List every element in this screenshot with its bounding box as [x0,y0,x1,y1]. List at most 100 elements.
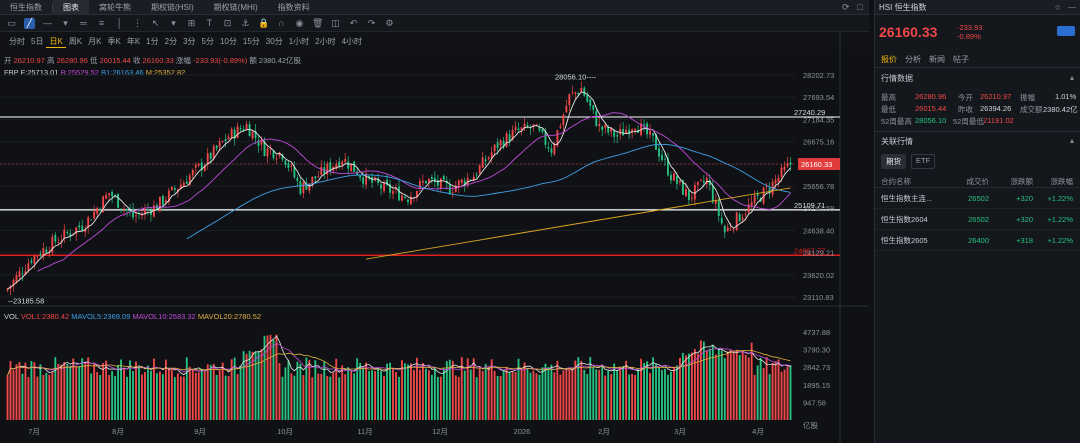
period-item[interactable]: 5分 [201,37,214,46]
star-icon[interactable]: ☆ [1053,2,1061,12]
text-icon[interactable]: T [206,17,213,28]
bands-label[interactable]: FBP [4,68,19,77]
period-item[interactable]: 30分 [265,37,283,46]
period-item[interactable]: 2小时 [315,37,336,46]
tab-options-hsi[interactable]: 期权链(HSI) [151,2,194,12]
tab-quote[interactable]: 报价 [881,54,897,64]
refresh-icon[interactable]: ⟳ [842,2,850,12]
tab-hsi[interactable]: 恒生指数 [10,2,42,12]
futures-table: 合约名称 成交价 涨跌额 涨跌幅 恒生指数主连... 26502 +320 +1… [875,176,1080,251]
tab-news[interactable]: 新闻 [929,54,945,64]
tab-chart[interactable]: 图表 [53,0,89,15]
table-row[interactable]: 恒生指数主连... 26502 +320 +1.22% [875,188,1080,209]
volume-bar [395,371,397,420]
period-item[interactable]: 2分 [164,37,178,46]
period-item[interactable]: 10分 [219,37,237,46]
magnet-icon[interactable]: ∩ [278,17,285,28]
candle-body [768,187,771,193]
candle-body [607,126,610,133]
window-controls: ⟳ □ [842,2,863,13]
col-chg: 涨跌额 [1010,177,1034,186]
candle-body [111,191,114,197]
fibonacci-icon[interactable]: ⋮ [133,17,142,28]
volume-bar [242,351,245,420]
undo-icon[interactable]: ↶ [349,17,358,28]
volume-bar [547,367,550,420]
candle-body [427,178,430,183]
settings-icon[interactable]: ⚙ [385,17,394,28]
tab-analysis[interactable]: 分析 [905,54,921,64]
collapse-icon[interactable]: ▴ [1069,73,1074,82]
layout-icon[interactable]: ▭ [7,17,16,28]
period-item-daily[interactable]: 日K [46,36,66,48]
volume-tick: 2842.73 [803,363,830,372]
table-row[interactable]: 恒生指数2604 26502 +320 +1.22% [875,209,1080,230]
draw-line-icon[interactable]: ╱ [24,17,35,29]
candle-body [493,144,496,152]
period-item[interactable]: 5日 [31,37,44,46]
volume-bar [105,360,108,420]
tab-warrants[interactable]: 窝轮牛熊 [99,2,131,12]
dropdown-icon[interactable]: ▾ [63,17,68,28]
tab-posts[interactable]: 帖子 [953,54,969,64]
candle-body [147,209,149,211]
dropdown-icon-2[interactable]: ▾ [171,17,176,28]
volume-bar [789,365,792,420]
period-item[interactable]: 分时 [9,37,25,46]
clear-icon[interactable]: ◫ [331,17,340,28]
volume-bar [75,366,78,420]
volume-bar [568,368,571,420]
chg-label: 涨幅 [175,56,191,65]
volume-bar [708,348,711,420]
minimize-icon[interactable]: — [1068,2,1076,12]
tab-options-mhi[interactable]: 期权链(MHI) [213,2,258,12]
volume-bar [236,374,239,420]
candle-body [320,166,323,175]
volume-bar [287,360,290,420]
table-row[interactable]: 恒生指数2605 26400 +318 +1.22% [875,230,1080,251]
tab-etf[interactable]: ETF [911,154,936,169]
redo-icon[interactable]: ↷ [367,17,376,28]
lock-icon[interactable]: 🔒 [258,17,270,28]
anchor-icon[interactable]: ⚓ [241,17,250,28]
period-item[interactable]: 15分 [242,37,260,46]
collapse-icon-2[interactable]: ▴ [1069,136,1074,145]
period-item[interactable]: 周K [68,37,83,46]
volume-bar [646,361,648,420]
period-item[interactable]: 月K [88,37,102,46]
volume-bar [36,376,39,420]
band-b: B:25529.52 [60,68,99,77]
eye-icon[interactable]: ◉ [295,17,304,28]
tab-futures[interactable]: 期货 [881,154,906,169]
band-m: M:25352.82 [145,68,186,77]
candle-body [371,177,374,183]
col-pct: 涨跌幅 [1050,177,1074,186]
measure-icon[interactable]: ⊡ [223,17,232,28]
candle-body [517,128,520,131]
delete-icon[interactable]: 🗑 [312,17,324,28]
period-item[interactable]: 1小时 [288,37,310,46]
volume-bar [652,357,654,420]
chat-icon[interactable] [1057,26,1075,36]
kline-chart[interactable]: 27240.29 25109.71 24067.77 28202.73 27693.5… [0,0,869,443]
candle-body [203,165,206,171]
pattern-icon[interactable]: ⊞ [187,17,196,28]
candle-body [714,200,717,204]
cursor-icon[interactable]: ↖ [151,17,160,28]
panel-change: -233.93 -0.89% [957,23,982,41]
period-item[interactable]: 1分 [146,37,159,46]
stat-open-label: 今开 [958,93,973,102]
vol-label[interactable]: VOL [4,312,19,321]
line-style-icon[interactable]: ― [43,17,52,28]
volume-bar [562,370,565,420]
period-item[interactable]: 3分 [183,37,196,46]
maximize-icon[interactable]: □ [857,2,863,12]
tab-index-info[interactable]: 指数资料 [277,2,310,12]
period-item[interactable]: 季K [107,37,121,46]
parallel-line-icon[interactable]: ≡ [98,17,105,28]
vertical-line-icon[interactable]: │ [116,17,123,28]
horizontal-line-icon[interactable]: ═ [80,17,87,28]
stat-prev: 26394.26 [980,104,1012,113]
period-item[interactable]: 年K [126,37,141,46]
period-item[interactable]: 4小时 [341,37,363,46]
